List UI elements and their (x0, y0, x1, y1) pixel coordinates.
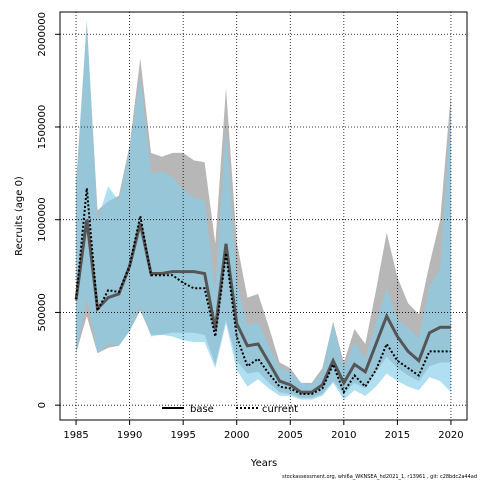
y-axis-title: Recruits (age 0) (14, 176, 25, 256)
legend: base current (162, 404, 298, 415)
x-tick-label-2015: 2015 (385, 430, 410, 441)
confidence-bands (76, 19, 451, 400)
x-axis: 1985 1990 1995 2000 2005 2010 2015 2020 (63, 420, 464, 441)
x-tick-label-2010: 2010 (331, 430, 356, 441)
y-tick-label-1500000: 1500000 (37, 105, 48, 150)
footer-credit: stockassessment.org, whi6a_WKNSEA_hd2021… (282, 474, 477, 480)
line-base (74, 219, 451, 394)
legend-label-base: base (190, 404, 214, 415)
line-current (75, 188, 451, 395)
x-axis-title: Years (250, 458, 277, 469)
x-tick-label-1990: 1990 (117, 430, 142, 441)
legend-label-current: current (262, 404, 298, 415)
series-lines (74, 188, 451, 395)
y-tick-label-500000: 500000 (37, 293, 48, 331)
x-tick-label-2005: 2005 (278, 430, 303, 441)
x-tick-label-1995: 1995 (170, 430, 195, 441)
x-tick-label-2020: 2020 (438, 430, 463, 441)
y-tick-label-1000000: 1000000 (37, 197, 48, 242)
plot-frame (59, 11, 468, 421)
gridlines (60, 12, 467, 420)
x-tick-label-1985: 1985 (63, 430, 88, 441)
y-tick-label-2000000: 2000000 (37, 12, 48, 57)
y-tick-label-0: 0 (37, 402, 48, 408)
band-current (76, 19, 451, 400)
x-tick-label-2000: 2000 (224, 430, 249, 441)
y-axis: 0 500000 1000000 1500000 2000000 (37, 12, 60, 408)
